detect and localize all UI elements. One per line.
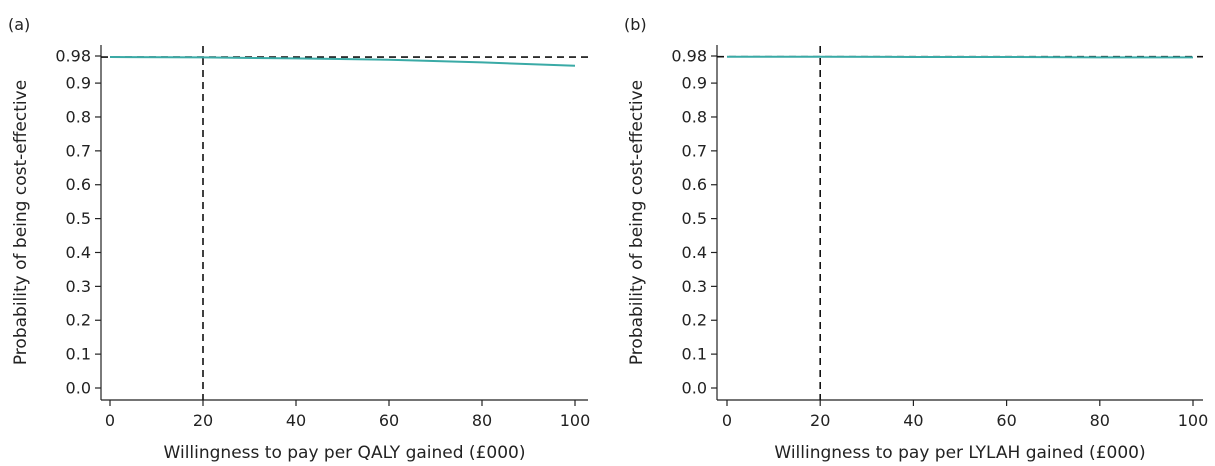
y-tick-label: 0.98 bbox=[671, 47, 707, 66]
x-tick-label: 0 bbox=[105, 411, 115, 430]
y-tick-label: 0.1 bbox=[66, 345, 91, 364]
y-axis-title: Probability of being cost-effective bbox=[11, 80, 31, 365]
y-tick-label: 0.5 bbox=[66, 209, 91, 228]
y-tick-label: 0.7 bbox=[66, 141, 91, 160]
y-tick-label: 0.7 bbox=[682, 141, 707, 160]
y-tick-label: 0.2 bbox=[682, 311, 707, 330]
y-tick-label: 0.3 bbox=[66, 277, 91, 296]
y-tick-label: 0.6 bbox=[682, 175, 707, 194]
x-tick-label: 60 bbox=[996, 411, 1016, 430]
x-tick-label: 80 bbox=[472, 411, 492, 430]
x-tick-label: 100 bbox=[1178, 411, 1209, 430]
x-tick-label: 80 bbox=[1090, 411, 1110, 430]
x-tick-label: 40 bbox=[903, 411, 923, 430]
chart-panel-b: (b) 0.0 0.1 0.2 0.3 0.4 0.5 0.6 0.7 0.8 0.9 0.98 0 20… bbox=[624, 15, 1208, 463]
y-tick-label: 0.8 bbox=[682, 107, 707, 126]
chart-panel-a: (a) 0.0 0.1 0.2 0.3 0.4 0.5 0.6 0.7 0.8 0.9 0.98 0 20… bbox=[8, 15, 590, 463]
y-tick-label: 0.0 bbox=[682, 379, 707, 398]
series-line bbox=[109, 56, 576, 67]
x-axis-title: Willingness to pay per LYLAH gained (£00… bbox=[774, 443, 1145, 463]
x-tick-label: 40 bbox=[286, 411, 306, 430]
y-tick-label: 0.4 bbox=[66, 243, 91, 262]
y-tick-label: 0.0 bbox=[66, 379, 91, 398]
y-tick-label: 0.2 bbox=[66, 311, 91, 330]
y-tick-label: 0.98 bbox=[55, 47, 91, 66]
y-tick-label: 0.9 bbox=[682, 74, 707, 93]
y-tick-label: 0.3 bbox=[682, 277, 707, 296]
x-tick-label: 20 bbox=[810, 411, 830, 430]
x-tick-label: 0 bbox=[722, 411, 732, 430]
series-line bbox=[727, 55, 1193, 59]
y-axis-title: Probability of being cost-effective bbox=[627, 80, 647, 365]
x-axis-title: Willingness to pay per QALY gained (£000… bbox=[164, 443, 526, 463]
panel-label: (a) bbox=[8, 15, 30, 34]
x-tick-label: 20 bbox=[193, 411, 213, 430]
x-tick-label: 100 bbox=[560, 411, 591, 430]
y-tick-label: 0.1 bbox=[682, 345, 707, 364]
y-tick-label: 0.6 bbox=[66, 175, 91, 194]
y-tick-label: 0.9 bbox=[66, 74, 91, 93]
y-tick-label: 0.4 bbox=[682, 243, 707, 262]
y-tick-label: 0.5 bbox=[682, 209, 707, 228]
panel-label: (b) bbox=[624, 15, 647, 34]
x-tick-label: 60 bbox=[379, 411, 399, 430]
y-tick-label: 0.8 bbox=[66, 107, 91, 126]
